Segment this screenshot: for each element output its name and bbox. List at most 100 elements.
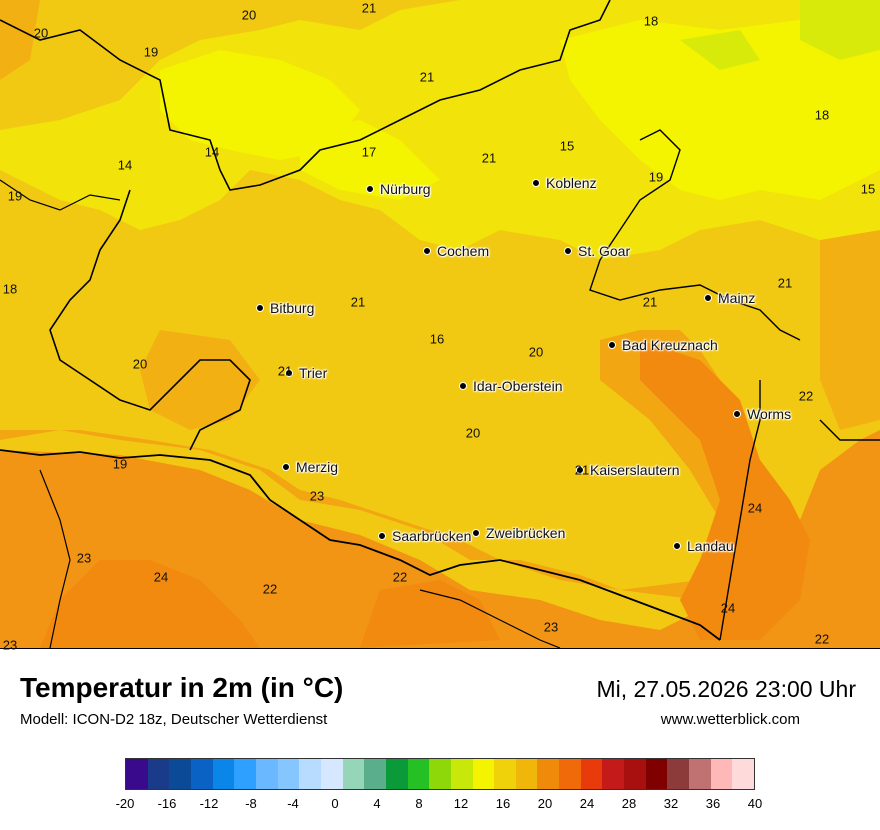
city-marker xyxy=(733,410,741,419)
color-scale-segment xyxy=(190,759,213,789)
color-scale-segment xyxy=(472,759,495,789)
city-label-st-goar: St. Goar xyxy=(564,243,630,259)
color-scale-segment xyxy=(515,759,538,789)
city-name: Koblenz xyxy=(546,175,597,191)
color-scale-tick-label: -16 xyxy=(157,796,177,811)
city-marker xyxy=(285,369,293,378)
city-marker xyxy=(608,341,616,350)
temperature-value: 18 xyxy=(643,13,659,29)
temperature-value: 24 xyxy=(153,569,169,585)
color-scale-segment xyxy=(169,759,191,789)
temperature-value: 24 xyxy=(720,600,736,616)
color-scale-tick-label: -8 xyxy=(245,796,257,811)
color-scale-segment xyxy=(364,759,386,789)
color-scale-segment xyxy=(624,759,646,789)
city-marker xyxy=(532,179,540,188)
temperature-value: 16 xyxy=(429,331,445,347)
color-scale-tick-label: 28 xyxy=(621,796,637,811)
temperature-value: 21 xyxy=(361,0,377,16)
color-scale-tick-label: -12 xyxy=(199,796,219,811)
color-scale-segment xyxy=(320,759,343,789)
temperature-value: 23 xyxy=(2,637,18,653)
temperature-value: 23 xyxy=(76,550,92,566)
city-name: Idar-Oberstein xyxy=(473,378,563,394)
city-name: Bad Kreuznach xyxy=(622,337,718,353)
color-scale-tick-label: -4 xyxy=(287,796,299,811)
temperature-value: 21 xyxy=(350,294,366,310)
color-scale-segment xyxy=(277,759,300,789)
map-fields xyxy=(0,0,880,648)
color-scale-segment xyxy=(732,759,755,789)
city-name: Nürburg xyxy=(380,181,431,197)
temperature-value: 22 xyxy=(262,581,278,597)
color-scale-tick-label: 36 xyxy=(705,796,721,811)
temperature-value: 20 xyxy=(132,356,148,372)
city-name: Worms xyxy=(747,406,792,422)
color-scale-segment xyxy=(429,759,451,789)
temperature-value: 22 xyxy=(798,388,814,404)
city-name: Trier xyxy=(299,365,328,381)
color-scale-segment xyxy=(537,759,560,789)
color-scale-segment xyxy=(126,759,148,789)
color-scale-segment xyxy=(234,759,256,789)
forecast-datetime: Mi, 27.05.2026 23:00 Uhr xyxy=(596,676,856,702)
temperature-value: 19 xyxy=(648,169,664,185)
temperature-value: 24 xyxy=(747,500,763,516)
temperature-map: Nürburg Koblenz Cochem St. Goar Mainz Bi… xyxy=(0,0,880,653)
city-label-merzig: Merzig xyxy=(282,459,338,475)
color-scale-segment xyxy=(299,759,321,789)
color-scale-segment xyxy=(385,759,408,789)
color-scale-segment xyxy=(494,759,516,789)
color-scale-tick-label: 20 xyxy=(537,796,553,811)
city-name: Mainz xyxy=(718,290,756,306)
city-marker xyxy=(564,247,572,256)
city-label-saarbruecken: Saarbrücken xyxy=(378,528,471,544)
color-scale-tick-label: 12 xyxy=(453,796,469,811)
city-marker xyxy=(423,247,431,256)
color-scale-tick-label: 4 xyxy=(373,796,381,811)
city-name: Bitburg xyxy=(270,300,315,316)
color-scale-tick-label: 8 xyxy=(415,796,423,811)
color-scale-tick-label: 40 xyxy=(747,796,763,811)
city-label-kaiserslautern: Kaiserslautern xyxy=(576,462,680,478)
city-label-bitburg: Bitburg xyxy=(256,300,314,316)
city-marker xyxy=(378,532,386,541)
city-label-landau: Landau xyxy=(673,538,734,554)
temperature-value: 21 xyxy=(419,69,435,85)
city-name: Saarbrücken xyxy=(392,528,472,544)
color-scale-segment xyxy=(667,759,690,789)
temperature-value: 18 xyxy=(2,281,18,297)
city-marker xyxy=(576,466,584,475)
city-marker xyxy=(673,542,681,551)
temperature-value: 20 xyxy=(33,25,49,41)
temperature-value: 15 xyxy=(860,181,876,197)
city-marker xyxy=(459,382,467,391)
color-scale-tick-label: 24 xyxy=(579,796,595,811)
color-scale-segment xyxy=(559,759,581,789)
color-scale-segment xyxy=(450,759,473,789)
city-name: Zweibrücken xyxy=(486,525,566,541)
temperature-value: 20 xyxy=(528,344,544,360)
city-marker xyxy=(704,294,712,303)
temperature-value: 22 xyxy=(392,569,408,585)
temperature-value: 23 xyxy=(543,619,559,635)
temperature-value: 19 xyxy=(143,44,159,60)
city-label-koblenz: Koblenz xyxy=(532,175,597,191)
temperature-value: 21 xyxy=(481,150,497,166)
temperature-value: 21 xyxy=(277,363,293,379)
color-scale-ticks: -20 -16 -12 -8 -4 0 4 8 12 16 20 24 28 32 36 40 xyxy=(116,796,763,814)
temperature-value: 20 xyxy=(465,425,481,441)
city-label-bad-kreuznach: Bad Kreuznach xyxy=(608,337,718,353)
website-link[interactable]: www.wetterblick.com xyxy=(660,711,800,728)
color-scale-tick-label: 16 xyxy=(495,796,511,811)
temperature-value: 14 xyxy=(117,157,133,173)
city-name: Kaiserslautern xyxy=(590,462,680,478)
city-marker xyxy=(366,185,374,194)
model-info: Modell: ICON-D2 18z, Deutscher Wetterdie… xyxy=(20,711,328,728)
temperature-value: 21 xyxy=(574,462,590,478)
city-label-mainz: Mainz xyxy=(704,290,755,306)
temperature-color-scale xyxy=(125,758,755,790)
color-scale-segment xyxy=(689,759,711,789)
city-label-idar-oberstein: Idar-Oberstein xyxy=(459,378,562,394)
city-marker xyxy=(256,304,264,313)
